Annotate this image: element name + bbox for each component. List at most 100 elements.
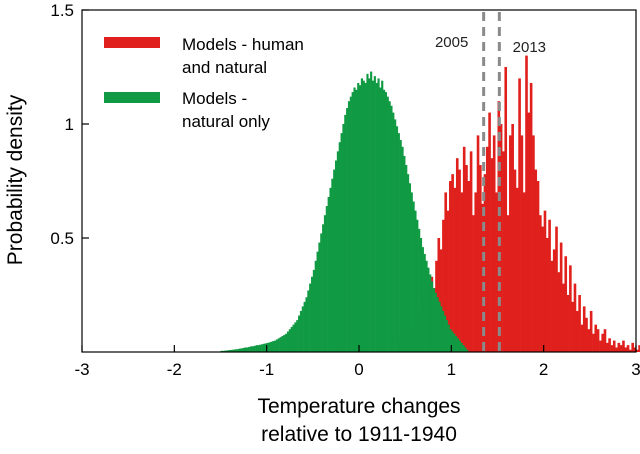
natural-only-bar — [364, 82, 367, 353]
natural-only-bar — [447, 324, 450, 352]
natural-only-bar — [296, 320, 299, 352]
natural-only-bar — [266, 342, 269, 352]
natural-only-bar — [270, 341, 273, 352]
natural-only-bar — [434, 292, 437, 352]
natural-only-bar — [331, 178, 334, 352]
natural-only-bar — [307, 290, 310, 352]
human-natural-bar — [548, 219, 551, 352]
natural-only-bar — [418, 228, 421, 352]
human-natural-bar — [543, 210, 547, 352]
natural-only-bar — [419, 238, 423, 352]
natural-only-bar — [425, 260, 428, 352]
natural-only-bar — [298, 315, 301, 352]
human-natural-bar — [578, 295, 581, 352]
natural-only-bar — [390, 105, 393, 352]
natural-only-bar — [451, 331, 454, 352]
human-natural-bar — [511, 124, 514, 352]
natural-only-bar — [323, 215, 327, 352]
natural-only-bar — [395, 126, 399, 352]
natural-only-bar — [277, 338, 280, 352]
y-tick-label: 1 — [65, 115, 74, 134]
natural-only-bar — [449, 329, 452, 352]
human-natural-bar — [569, 265, 572, 352]
natural-only-bar — [366, 73, 369, 352]
natural-only-bar — [355, 89, 358, 353]
human-natural-bar — [458, 169, 461, 352]
human-natural-bar — [587, 329, 591, 352]
legend-swatch-human-natural — [104, 37, 160, 48]
human-natural-bar — [594, 324, 598, 352]
natural-only-bar — [408, 183, 412, 352]
human-natural-bar — [534, 169, 538, 352]
human-natural-bar — [472, 215, 475, 352]
natural-only-bar — [445, 320, 448, 352]
x-axis-title-line2: relative to 1911-1940 — [261, 423, 457, 446]
natural-only-bar — [371, 80, 375, 353]
natural-only-bar — [362, 80, 365, 353]
human-natural-bar — [608, 338, 611, 352]
natural-only-bar — [237, 349, 240, 352]
natural-only-bar — [384, 92, 387, 352]
natural-only-bar — [388, 101, 391, 352]
human-natural-bar — [601, 333, 604, 352]
x-tick-label: -2 — [167, 360, 182, 379]
human-natural-bar — [460, 192, 464, 352]
x-tick-label: 2 — [539, 360, 548, 379]
natural-only-bar — [314, 260, 317, 352]
y-axis-title: Probability density — [4, 94, 27, 265]
human-natural-bar — [622, 340, 625, 352]
natural-only-bar — [320, 233, 323, 352]
human-natural-bar — [520, 135, 524, 352]
natural-only-bar — [375, 82, 378, 353]
natural-only-bar — [229, 349, 232, 352]
human-natural-bar — [495, 192, 498, 352]
x-tick-label: -1 — [259, 360, 274, 379]
natural-only-bar — [423, 253, 426, 352]
natural-only-bar — [368, 78, 371, 353]
human-natural-bar — [545, 238, 549, 352]
natural-only-bar — [346, 108, 349, 352]
natural-only-bar — [262, 343, 266, 352]
natural-only-bar — [456, 338, 460, 352]
natural-only-bar — [338, 142, 341, 352]
natural-only-bar — [351, 92, 354, 352]
natural-only-bar — [316, 251, 319, 352]
natural-only-bar — [410, 192, 413, 352]
natural-only-bar — [370, 71, 373, 352]
x-tick-label: 0 — [354, 360, 363, 379]
x-tick-label: -3 — [74, 360, 89, 379]
natural-only-bar — [336, 151, 339, 352]
natural-only-bar — [360, 78, 363, 353]
human-natural-bar — [638, 345, 640, 352]
natural-only-bar — [259, 344, 262, 352]
human-natural-bar — [571, 301, 574, 352]
natural-only-bar — [386, 96, 389, 352]
natural-only-bar — [442, 310, 445, 352]
natural-only-bar — [429, 274, 432, 352]
human-natural-bar — [626, 345, 630, 352]
human-natural-bar — [585, 317, 588, 352]
natural-only-bar — [405, 165, 408, 352]
human-natural-bar — [444, 192, 448, 352]
natural-only-bar — [251, 346, 255, 352]
annotation-label-2005: 2005 — [435, 34, 468, 51]
natural-only-bar — [261, 344, 264, 352]
natural-only-bar — [464, 347, 467, 352]
human-natural-bar — [465, 165, 468, 352]
human-natural-bar — [573, 283, 577, 352]
natural-only-bar — [373, 76, 376, 353]
natural-only-bar — [325, 206, 328, 352]
human-natural-bar — [619, 345, 623, 352]
human-natural-bar — [629, 349, 632, 352]
natural-only-bar — [272, 341, 275, 352]
natural-only-bar — [281, 336, 284, 352]
human-natural-bar — [562, 283, 565, 352]
human-natural-bar — [522, 192, 526, 352]
natural-only-bar — [253, 345, 256, 352]
natural-only-bar — [407, 174, 410, 352]
human-natural-bar — [624, 347, 628, 352]
natural-only-bar — [347, 101, 351, 352]
x-axis-title-line1: Temperature changes — [257, 395, 460, 418]
natural-only-bar — [246, 347, 249, 352]
natural-only-bar — [250, 346, 253, 352]
